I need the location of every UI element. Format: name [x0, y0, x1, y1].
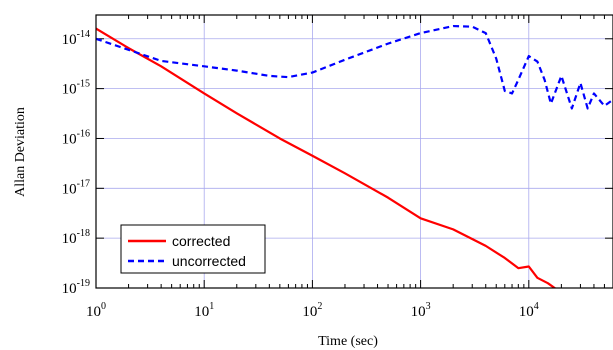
minor-ticks [95, 15, 613, 289]
plot-frame [95, 14, 613, 289]
legend: corrected uncorrected [120, 224, 266, 274]
x-tick-label: 101 [194, 301, 214, 320]
x-tick-label: 103 [411, 301, 431, 320]
y-tick-label: 10-16 [62, 128, 90, 147]
y-tick-label: 10-15 [62, 79, 90, 98]
series-line-corrected [96, 27, 557, 288]
x-tick-label: 104 [519, 301, 539, 320]
series-line-uncorrected [96, 24, 613, 110]
legend-label-uncorrected: uncorrected [172, 253, 246, 269]
x-tick-labels: 100 101 102 103 104 [86, 301, 539, 320]
y-tick-label: 10-19 [62, 278, 90, 297]
y-tick-labels: 10-14 10-15 10-16 10-17 10-18 10-19 [62, 29, 90, 297]
series-group [96, 24, 613, 288]
legend-box [120, 224, 266, 274]
y-tick-label: 10-18 [62, 228, 90, 247]
x-axis-label: Time (sec) [318, 334, 378, 349]
x-tick-label: 100 [86, 301, 106, 320]
x-tick-label: 102 [302, 301, 322, 320]
legend-label-corrected: corrected [172, 233, 230, 249]
y-tick-label: 10-14 [62, 29, 90, 48]
y-tick-label: 10-17 [62, 178, 90, 197]
y-axis-label: Allan Deviation [13, 107, 28, 197]
